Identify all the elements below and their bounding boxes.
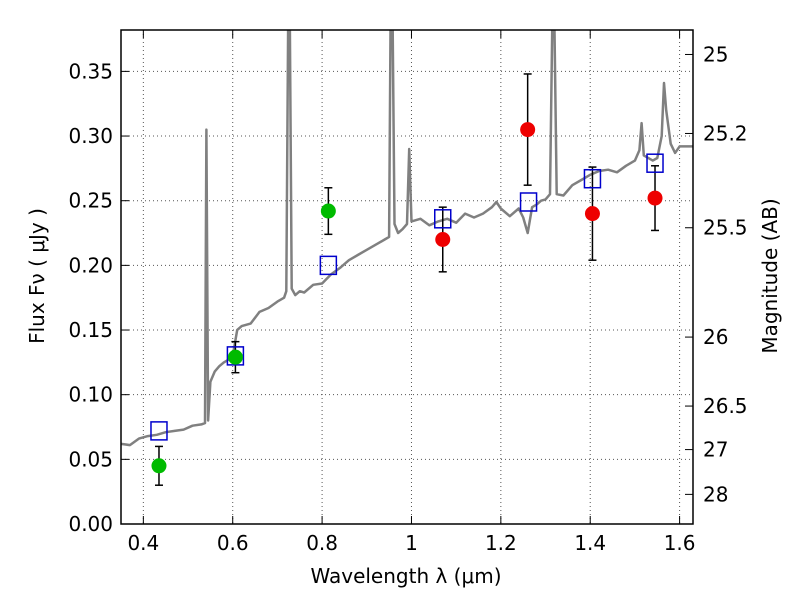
model-photometry-square: [434, 209, 452, 229]
y-tick-label: 0.25: [68, 189, 113, 213]
green-data-point: [320, 203, 336, 219]
model-photometry-square: [583, 168, 602, 189]
y-tick-label: 0.00: [68, 512, 113, 536]
plot-frame: [120, 29, 694, 525]
y-tick-label: 0.20: [68, 253, 113, 277]
y2-tick-label: 26.5: [703, 394, 748, 418]
data-marks: [150, 73, 664, 486]
y-tick-label: 0.35: [68, 59, 113, 83]
y2-tick-label: 27: [703, 438, 728, 462]
y2-tick-label: 25: [703, 42, 728, 66]
model-photometry-square: [319, 255, 338, 276]
model-photometry-square: [226, 346, 245, 366]
y2-axis-label: Magnitude (AB): [758, 198, 782, 353]
x-tick-label: 0.4: [127, 531, 159, 555]
y-tick-label: 0.15: [68, 318, 113, 342]
model-photometry-square: [150, 421, 168, 441]
red-data-point: [435, 231, 451, 247]
y2-tick-label: 28: [703, 482, 728, 506]
y2-tick-label: 25.2: [703, 121, 748, 145]
x-tick-label: 0.6: [217, 531, 249, 555]
axis-ticks: 0.4 0.6 0.8 1 1.2 1.4 1.6 0.00 0.05 0.10 0.15 0.20 0…: [68, 30, 748, 555]
y2-tick-label: 25.5: [703, 216, 748, 240]
y-tick-label: 0.10: [68, 383, 113, 407]
spectrum-line: [121, 30, 693, 447]
red-data-point: [584, 206, 600, 222]
red-data-point: [520, 122, 536, 138]
model-photometry-square: [519, 192, 538, 212]
x-tick-label: 1: [405, 531, 418, 555]
x-axis-label: Wavelength λ (μm): [310, 564, 501, 588]
x-tick-label: 1.6: [664, 531, 696, 555]
y-tick-label: 0.05: [68, 447, 113, 471]
green-data-point: [227, 349, 243, 365]
x-tick-label: 0.8: [306, 531, 338, 555]
x-tick-label: 1.2: [485, 531, 517, 555]
y-axis-label: Flux Fν ( μJy ): [25, 208, 49, 344]
y2-tick-label: 26: [703, 325, 728, 349]
y-tick-label: 0.30: [68, 124, 113, 148]
green-data-point: [151, 458, 167, 474]
x-tick-label: 1.4: [574, 531, 606, 555]
model-photometry-square: [646, 153, 664, 173]
red-data-point: [647, 190, 663, 206]
